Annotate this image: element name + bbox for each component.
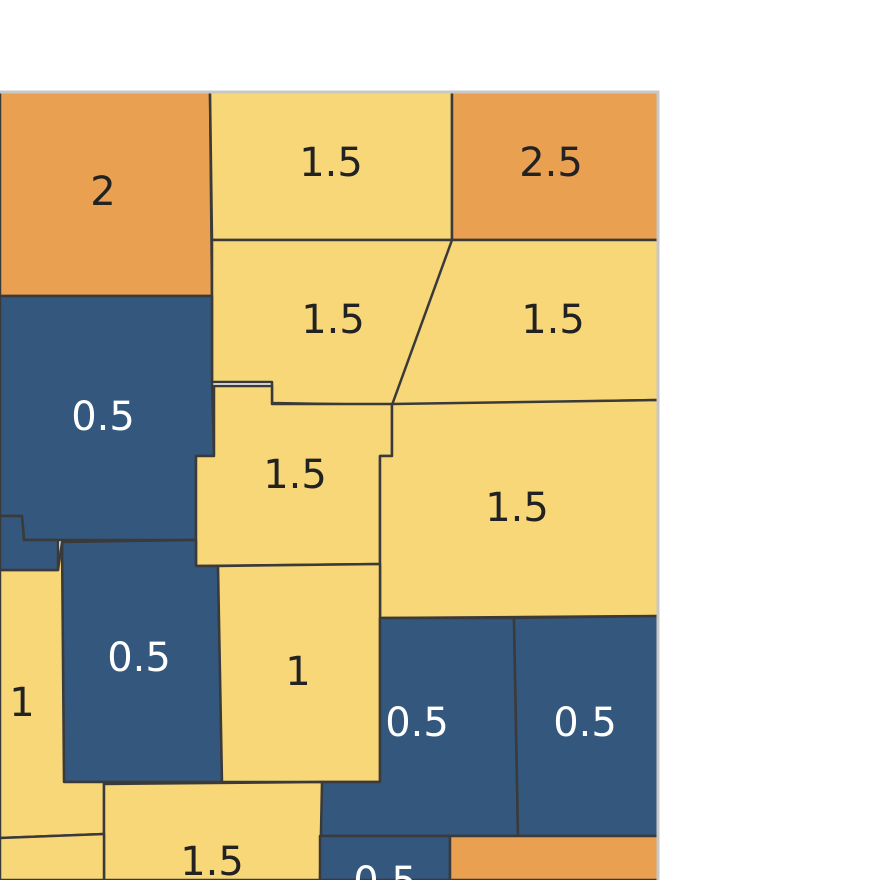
region-r9[interactable] <box>60 538 224 784</box>
region-r10[interactable] <box>216 562 382 784</box>
region-r1[interactable] <box>0 90 214 298</box>
region-r6[interactable] <box>0 294 216 542</box>
region-r15[interactable] <box>318 834 452 880</box>
region-r14[interactable] <box>102 780 324 880</box>
region-r13[interactable] <box>512 614 660 838</box>
regions-layer <box>0 90 660 880</box>
region-r7[interactable] <box>194 384 394 568</box>
region-r3[interactable] <box>450 90 660 242</box>
map-frame <box>0 90 660 880</box>
region-r17[interactable] <box>0 514 60 572</box>
region-r16[interactable] <box>448 834 660 880</box>
region-r2[interactable] <box>208 90 454 242</box>
region-r18[interactable] <box>0 832 106 880</box>
region-r8[interactable] <box>378 398 660 620</box>
